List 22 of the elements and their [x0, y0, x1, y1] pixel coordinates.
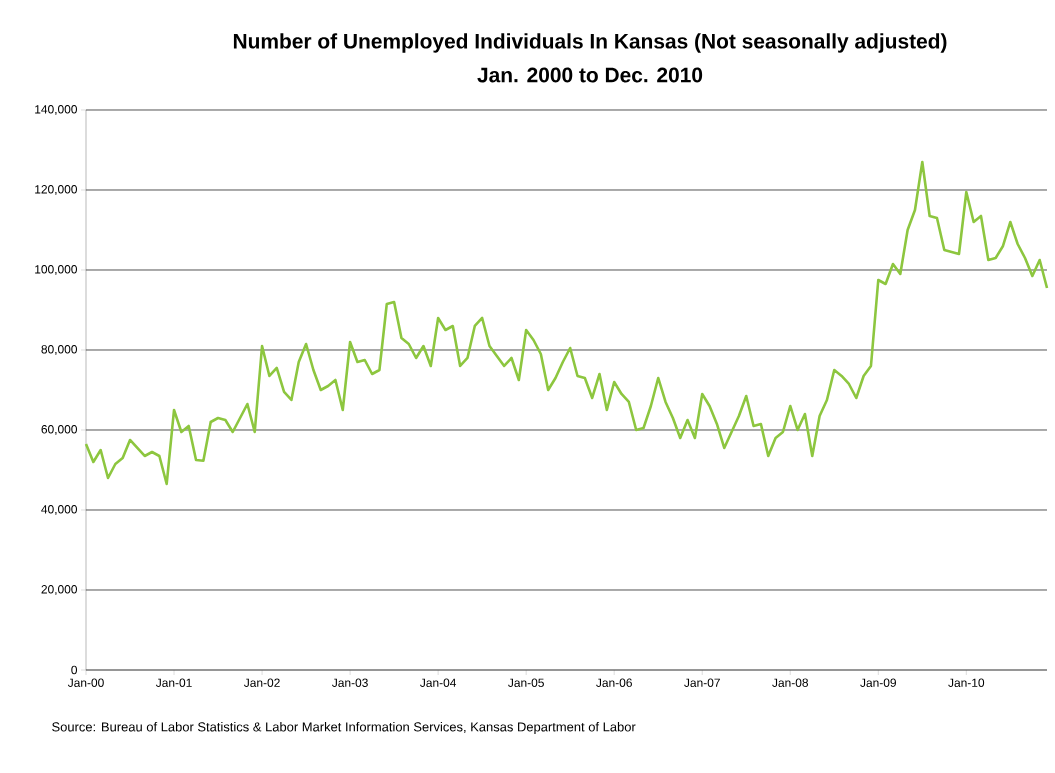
- x-tick-label: Jan-02: [243, 678, 280, 687]
- x-tick-label: Jan-04: [420, 678, 457, 687]
- y-tick-label: 40,000: [41, 505, 78, 515]
- x-tick-label: Jan-05: [508, 678, 544, 687]
- source-note: Source: Bureau of Labor Statistics & Labor Market Information Services, Kansas Department of Labor: [52, 721, 636, 735]
- x-tick-label: Jan-09: [860, 678, 896, 687]
- y-tick-label: 20,000: [41, 585, 78, 595]
- x-tick-label: Jan-07: [684, 678, 720, 687]
- x-tick-label: Jan-08: [772, 678, 808, 687]
- y-tick-label: 0: [71, 665, 78, 675]
- x-tick-label: Jan-06: [596, 678, 632, 687]
- chart-subtitle: Jan. 2000 to Dec. 2010: [477, 67, 703, 83]
- x-tick-label: Jan-10: [948, 678, 985, 687]
- y-tick-label: 120,000: [35, 185, 78, 195]
- x-tick-label: Jan-01: [155, 678, 192, 687]
- x-tick-label: Jan-00: [67, 678, 104, 687]
- y-tick-label: 60,000: [41, 425, 78, 435]
- y-tick-label: 140,000: [35, 105, 78, 115]
- y-tick-label: 100,000: [35, 265, 78, 275]
- chart-title: Number of Unemployed Individuals In Kansas (Not seasonally adjusted): [233, 33, 947, 53]
- x-tick-label: Jan-03: [332, 678, 368, 687]
- y-tick-label: 80,000: [41, 345, 78, 355]
